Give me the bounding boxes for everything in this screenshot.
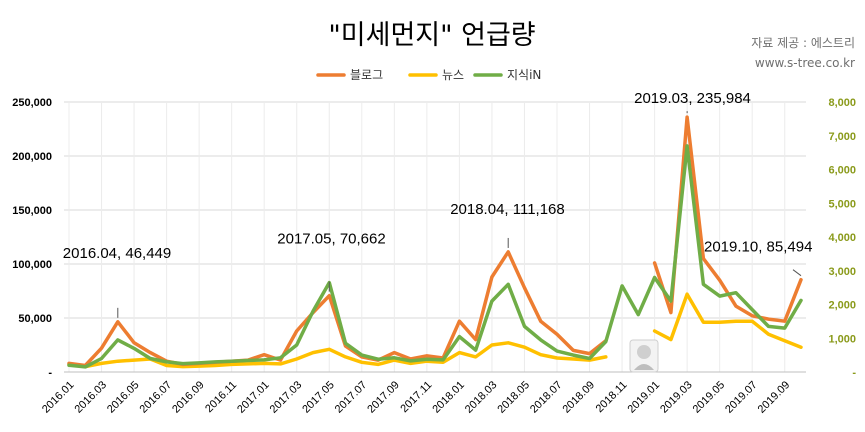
annotation-leader — [792, 269, 802, 277]
plot-area — [67, 115, 803, 369]
watermark-face-icon — [629, 339, 659, 373]
x-tick-label: 2017.01 — [235, 379, 272, 416]
source-credit: 자료 제공 : 에스트리 — [751, 36, 855, 50]
x-tick-label: 2019.09 — [756, 379, 793, 416]
right-tick-label: - — [852, 367, 856, 379]
series-line-1 — [67, 292, 803, 369]
x-tick-label: 2016.05 — [105, 379, 142, 416]
right-tick-label: 2,000 — [828, 300, 856, 312]
right-axis: - 1,000 2,000 3,000 4,000 5,000 6,000 7,000 8,00… — [828, 97, 856, 379]
series-line-0 — [67, 115, 803, 368]
x-tick-label: 2019.05 — [691, 379, 728, 416]
annotation-label: 2016.04, 46,449 — [63, 245, 171, 262]
x-tick-label: 2016.11 — [203, 379, 239, 415]
gridlines — [64, 101, 806, 373]
legend-label: 지식iN — [507, 68, 541, 82]
x-tick-label: 2016.03 — [72, 379, 109, 416]
left-axis: - 50,000 100,000 150,000 200,000 250,000 — [12, 97, 52, 379]
left-tick-label: 200,000 — [12, 151, 52, 163]
x-tick-label: 2017.03 — [268, 379, 305, 416]
x-tick-label: 2016.07 — [138, 379, 175, 416]
x-tick-label: 2018.09 — [560, 379, 597, 416]
x-tick-label: 2018.11 — [594, 379, 630, 415]
left-tick-label: 150,000 — [12, 205, 52, 217]
x-tick-label: 2017.11 — [398, 379, 434, 415]
series-line-2 — [67, 144, 803, 369]
left-tick-label: 50,000 — [18, 313, 52, 325]
x-tick-label: 2017.07 — [333, 379, 370, 416]
annotation-label: 2019.10, 85,494 — [704, 239, 812, 256]
chart-title: "미세먼지" 언급량 — [328, 20, 535, 51]
right-tick-label: 3,000 — [828, 266, 856, 278]
x-tick-label: 2016.01 — [40, 379, 77, 416]
annotation-label: 2017.05, 70,662 — [277, 231, 385, 248]
annotation-label: 2019.03, 235,984 — [634, 90, 751, 107]
annotations: 2016.04, 46,449 2017.05, 70,662 2018.04, 1… — [63, 90, 812, 318]
legend: 블로그 뉴스 지식iN — [316, 68, 541, 82]
right-tick-label: 5,000 — [828, 198, 856, 210]
x-tick-label: 2017.05 — [300, 379, 337, 416]
x-tick-label: 2018.07 — [528, 379, 565, 416]
legend-label: 뉴스 — [442, 68, 464, 82]
x-tick-label: 2019.01 — [626, 379, 663, 416]
x-axis: 2016.012016.032016.052016.072016.092016.… — [40, 379, 792, 416]
source-url: www.s-tree.co.kr — [755, 56, 855, 70]
x-tick-label: 2019.07 — [723, 379, 760, 416]
right-tick-label: 8,000 — [828, 97, 856, 109]
right-tick-label: 4,000 — [828, 232, 856, 244]
left-tick-label: 100,000 — [12, 259, 52, 271]
right-tick-label: 6,000 — [828, 165, 856, 177]
x-tick-label: 2018.01 — [430, 379, 467, 416]
right-tick-label: 1,000 — [828, 333, 856, 345]
x-tick-label: 2018.05 — [495, 379, 532, 416]
x-tick-label: 2018.03 — [463, 379, 500, 416]
annotation-label: 2018.04, 111,168 — [450, 201, 565, 218]
left-tick-label: 250,000 — [12, 97, 52, 109]
right-tick-label: 7,000 — [828, 131, 856, 143]
left-tick-label: - — [48, 367, 52, 379]
x-tick-label: 2016.09 — [170, 379, 207, 416]
x-tick-label: 2019.03 — [658, 379, 695, 416]
legend-label: 블로그 — [350, 68, 383, 82]
x-tick-label: 2017.09 — [365, 379, 402, 416]
